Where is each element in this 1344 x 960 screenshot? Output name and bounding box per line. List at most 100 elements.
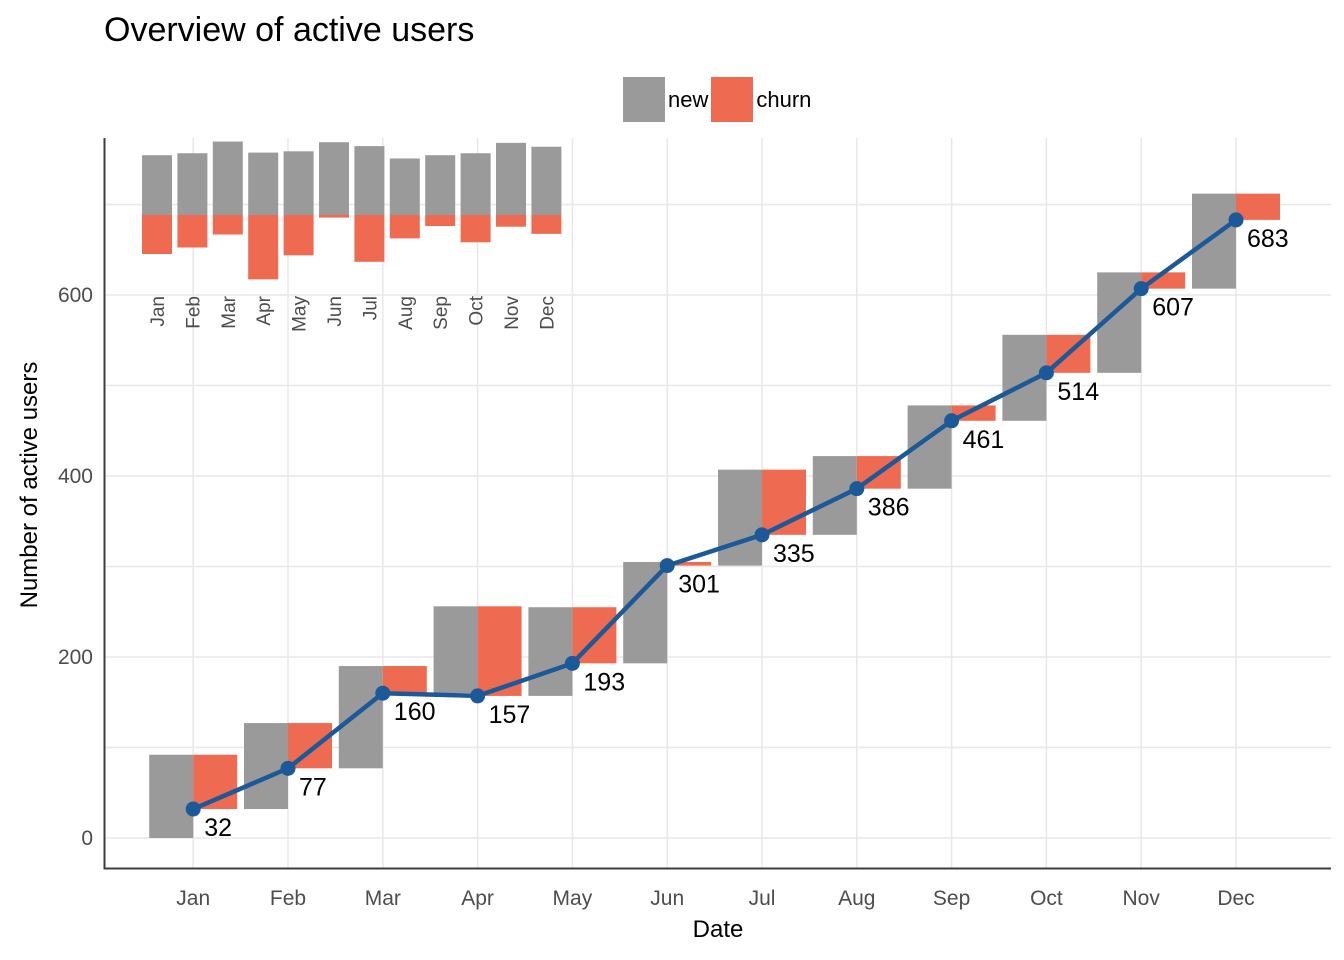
value-label-may: 193 bbox=[583, 668, 625, 696]
inset-bar-churn-dec bbox=[531, 215, 562, 234]
legend-label-churn: churn bbox=[756, 87, 812, 112]
bar-churn-mar bbox=[382, 666, 427, 694]
inset-bar-churn-feb bbox=[177, 215, 208, 248]
bar-new-mar bbox=[338, 666, 383, 769]
inset-bar-churn-mar bbox=[212, 215, 243, 235]
bar-new-may bbox=[528, 607, 573, 696]
inset-bar-new-jun bbox=[319, 142, 349, 215]
inset-bar-new-aug bbox=[389, 158, 420, 215]
inset-month-label-jul: Jul bbox=[360, 296, 381, 320]
inset-bar-new-oct bbox=[460, 153, 491, 215]
value-label-jun: 301 bbox=[678, 571, 720, 599]
legend-key-churn-swatch bbox=[711, 77, 754, 122]
bar-new-apr bbox=[433, 606, 478, 694]
point-apr bbox=[470, 688, 486, 704]
legend-key-new-swatch bbox=[623, 77, 665, 122]
y-axis-title: Number of active users bbox=[16, 361, 43, 609]
bar-new-dec bbox=[1192, 193, 1236, 289]
inset-month-label-nov: Nov bbox=[502, 296, 523, 330]
inset-month-label-sep: Sep bbox=[431, 296, 452, 330]
bar-new-jun bbox=[623, 561, 668, 664]
point-may bbox=[564, 655, 580, 671]
x-tick-label-jan: Jan bbox=[176, 887, 210, 910]
value-label-feb: 77 bbox=[299, 773, 327, 801]
inset-bar-churn-jul bbox=[354, 215, 385, 262]
point-jul bbox=[754, 527, 770, 543]
legend-label-new: new bbox=[668, 87, 709, 112]
inset-month-label-apr: Apr bbox=[254, 295, 275, 325]
inset-month-label-oct: Oct bbox=[467, 295, 488, 325]
chart-title: Overview of active users bbox=[104, 11, 475, 49]
inset-month-label-may: May bbox=[290, 296, 311, 332]
inset-bar-new-may bbox=[283, 151, 314, 215]
y-tick-label-200: 200 bbox=[58, 646, 93, 669]
point-jun bbox=[659, 558, 675, 574]
bar-churn-jun bbox=[667, 561, 712, 566]
point-dec bbox=[1228, 212, 1244, 228]
x-tick-label-dec: Dec bbox=[1217, 887, 1254, 910]
point-aug bbox=[849, 481, 865, 497]
inset-bar-new-nov bbox=[496, 142, 526, 215]
inset-month-label-jan: Jan bbox=[148, 296, 169, 327]
x-tick-label-mar: Mar bbox=[365, 887, 401, 910]
inset-bar-churn-jan bbox=[142, 215, 172, 254]
x-tick-label-feb: Feb bbox=[270, 887, 306, 910]
bar-new-feb bbox=[244, 723, 288, 810]
point-feb bbox=[280, 760, 296, 776]
inset-bar-churn-jun bbox=[319, 215, 349, 218]
x-tick-label-may: May bbox=[553, 887, 593, 910]
inset-bar-churn-apr bbox=[248, 215, 279, 280]
inset-bar-new-apr bbox=[248, 152, 279, 215]
bar-churn-dec bbox=[1236, 193, 1280, 220]
inset-bar-churn-aug bbox=[389, 215, 420, 239]
point-nov bbox=[1133, 281, 1149, 297]
inset-bar-churn-sep bbox=[425, 215, 456, 227]
inset-bar-new-feb bbox=[177, 153, 208, 215]
value-label-mar: 160 bbox=[394, 698, 436, 726]
bar-new-aug bbox=[812, 456, 857, 535]
inset-month-label-mar: Mar bbox=[219, 295, 240, 328]
inset-month-label-aug: Aug bbox=[396, 296, 417, 330]
bar-new-jan bbox=[149, 754, 194, 838]
x-tick-label-oct: Oct bbox=[1030, 887, 1063, 910]
x-tick-label-apr: Apr bbox=[461, 887, 494, 910]
inset-bar-churn-nov bbox=[496, 215, 526, 227]
inset-bar-new-mar bbox=[212, 141, 243, 215]
y-tick-label-400: 400 bbox=[58, 465, 93, 488]
value-label-jan: 32 bbox=[204, 814, 232, 842]
value-label-jul: 335 bbox=[773, 540, 815, 568]
inset-bar-new-jan bbox=[142, 155, 172, 215]
value-label-aug: 386 bbox=[868, 494, 910, 522]
value-label-dec: 683 bbox=[1247, 225, 1289, 253]
bar-new-jul bbox=[718, 469, 762, 566]
value-label-nov: 607 bbox=[1152, 294, 1194, 322]
y-tick-label-0: 0 bbox=[81, 827, 93, 850]
value-label-oct: 514 bbox=[1057, 378, 1099, 406]
point-jan bbox=[185, 801, 201, 817]
active-users-line bbox=[192, 218, 1238, 812]
inset-bar-new-jul bbox=[354, 146, 385, 215]
inset-bar-new-dec bbox=[531, 146, 562, 215]
point-sep bbox=[944, 413, 960, 429]
value-label-sep: 461 bbox=[963, 426, 1005, 454]
x-axis-title: Date bbox=[0, 916, 1344, 944]
inset-bar-churn-oct bbox=[460, 215, 491, 243]
y-tick-label-600: 600 bbox=[58, 284, 93, 307]
x-tick-label-jul: Jul bbox=[749, 887, 776, 910]
inset-month-label-dec: Dec bbox=[537, 296, 558, 330]
x-tick-label-nov: Nov bbox=[1123, 887, 1161, 910]
inset-month-label-feb: Feb bbox=[183, 296, 204, 329]
bar-churn-nov bbox=[1141, 272, 1186, 289]
legend: new churn bbox=[623, 77, 814, 122]
inset-bar-new-sep bbox=[425, 155, 456, 215]
value-label-apr: 157 bbox=[489, 701, 531, 729]
x-tick-label-sep: Sep bbox=[933, 887, 970, 910]
x-axis-title-text: Date bbox=[692, 916, 744, 943]
point-oct bbox=[1038, 365, 1054, 381]
inset-month-label-jun: Jun bbox=[325, 296, 346, 327]
x-tick-label-jun: Jun bbox=[650, 887, 684, 910]
inset-bar-churn-may bbox=[283, 215, 314, 256]
point-mar bbox=[375, 685, 391, 701]
